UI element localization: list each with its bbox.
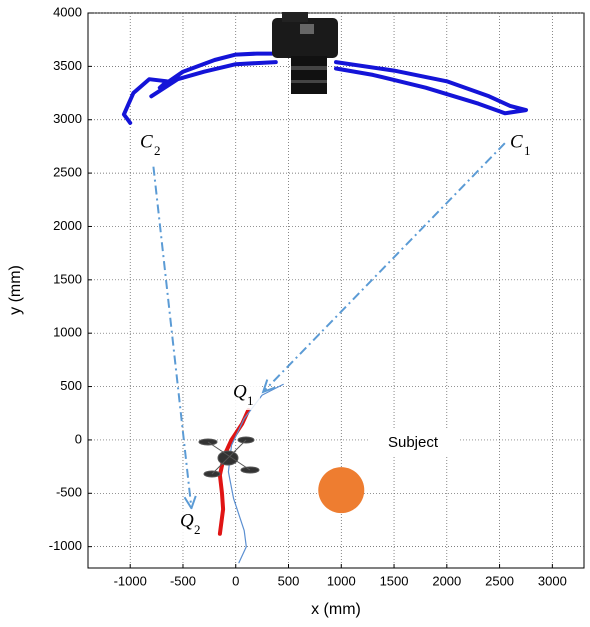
x-tick-label: 1000	[327, 573, 356, 588]
annotation-subscript: 1	[247, 393, 254, 408]
pointing-arrow	[262, 142, 506, 393]
subject-marker	[318, 467, 365, 514]
subject-label: Subject	[388, 434, 439, 451]
label-background	[368, 430, 460, 456]
arrow-head	[261, 379, 276, 394]
x-tick-label: 2000	[432, 573, 461, 588]
label-background	[177, 509, 207, 539]
drone-icon	[198, 436, 260, 478]
annotation: Q	[233, 381, 247, 402]
camera-icon	[272, 12, 338, 94]
annotation: C	[140, 131, 153, 152]
annotation: Q	[180, 510, 194, 531]
plot-layer: -1000 -500 0 500 1000 1500 2000 2500 3000-1000-5…	[49, 4, 584, 588]
label-background	[137, 130, 167, 160]
annotation: C	[510, 131, 523, 152]
annotation-subscript: 1	[524, 143, 531, 158]
pointing-arrow	[152, 166, 193, 509]
x-tick-label: -500	[170, 573, 196, 588]
y-tick-label: 2000	[53, 218, 82, 233]
x-tick-label: 0	[232, 573, 239, 588]
y-tick-label: 2500	[53, 165, 82, 180]
x-axis-label: x (mm)	[311, 601, 361, 618]
trajectory	[121, 51, 528, 125]
y-tick-label: 4000	[53, 4, 82, 19]
plot-frame	[87, 12, 585, 569]
label-background	[230, 380, 260, 410]
y-tick-label: 3500	[53, 58, 82, 73]
annotation-subscript: 2	[154, 143, 161, 158]
arrow-head	[183, 495, 197, 511]
x-tick-label: 3000	[538, 573, 567, 588]
y-tick-label: -1000	[49, 538, 82, 553]
x-tick-label: -1000	[114, 573, 147, 588]
label-background	[507, 130, 537, 160]
y-axis-label: y (mm)	[7, 265, 24, 315]
y-tick-label: 3000	[53, 111, 82, 126]
trajectory	[227, 383, 284, 564]
annotation-subscript: 2	[194, 522, 201, 537]
y-tick-label: 1000	[53, 325, 82, 340]
y-tick-label: 500	[60, 378, 82, 393]
y-tick-label: 1500	[53, 271, 82, 286]
x-tick-label: 2500	[485, 573, 514, 588]
y-tick-label: 0	[75, 431, 82, 446]
x-tick-label: 500	[278, 573, 300, 588]
x-tick-label: 1500	[380, 573, 409, 588]
y-tick-label: -500	[56, 485, 82, 500]
